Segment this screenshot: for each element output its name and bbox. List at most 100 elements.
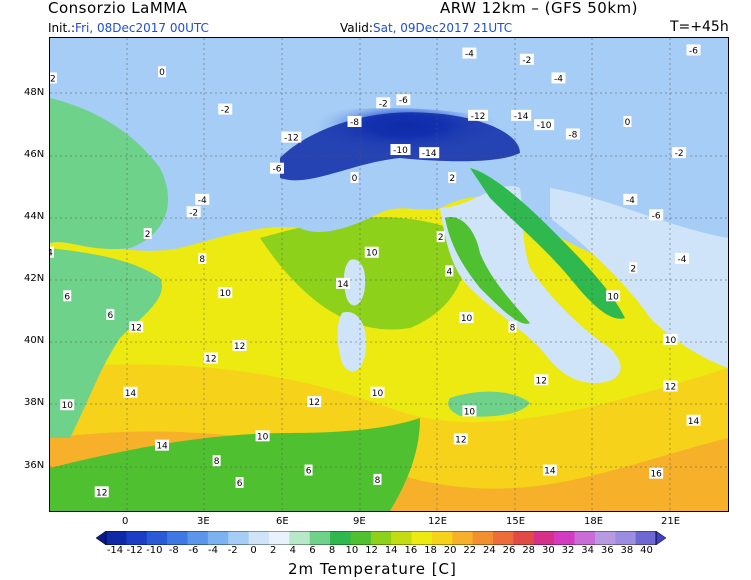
contour-label-bg	[94, 486, 109, 498]
contour-label-bg	[50, 72, 57, 84]
colorbar-max-arrow	[655, 531, 666, 545]
contour-label-bg	[203, 352, 218, 364]
contour-label: 8	[375, 476, 381, 486]
colorbar-swatch	[330, 531, 351, 545]
contour-label: 10	[257, 432, 269, 442]
contour-label: 10	[464, 407, 476, 417]
contour-label: -12	[284, 134, 299, 144]
temperature-map: 0 2 -2 -2 -6 -8 -12 -6 -10 -14 -12 -14 -10 -8 -4 -2 -4 0-…	[49, 37, 729, 512]
contour-label: 6	[64, 292, 70, 302]
contour-label: 12	[130, 323, 141, 333]
lat-label-42N: 42N	[24, 273, 45, 284]
contour-label: -6	[399, 96, 408, 106]
contour-label: 14	[688, 417, 700, 427]
colorbar-tick-label: 12	[365, 545, 378, 556]
contour-label: -4	[678, 255, 687, 265]
contour-label-bg	[373, 473, 382, 485]
colorbar-tick-label: -4	[208, 545, 219, 556]
contour-label-bg	[269, 162, 284, 174]
colorbar-tick-label: 8	[328, 545, 336, 556]
contour-label: -4	[626, 196, 635, 206]
contour-label: 14	[544, 467, 556, 477]
contour-label-bg	[63, 290, 72, 302]
colorbar-tick-label: 22	[463, 545, 477, 556]
contour-label-bg	[376, 97, 391, 109]
contour-label: -4	[554, 74, 563, 84]
colorbar-tick-label: 36	[600, 545, 614, 556]
contour-label-bg	[396, 94, 411, 106]
balkans-land	[550, 188, 728, 368]
model-title: ARW 12km – (GFS 50km)	[440, 0, 638, 17]
contour-label: -10	[537, 121, 552, 131]
colorbar-tick-label: 26	[502, 545, 516, 556]
contour-label-bg	[336, 277, 351, 289]
contour-label: -14	[514, 112, 529, 122]
colorbar-tick-label: 10	[345, 545, 359, 556]
contour-label: -2	[675, 149, 684, 159]
lon-label-6E: 6E	[276, 516, 289, 527]
contour-label: 2	[449, 174, 455, 184]
colorbar-min-arrow	[96, 531, 107, 545]
contour-label: 12	[665, 383, 676, 393]
contour-label-bg	[675, 252, 690, 264]
colorbar-tick-label: 28	[522, 545, 536, 556]
contour-label-bg	[606, 290, 621, 302]
contour-label-bg	[623, 193, 638, 205]
contour-label: 8	[199, 255, 205, 265]
contour-label-bg	[508, 321, 517, 333]
contour-label-bg	[534, 119, 555, 131]
contour-label-bg	[158, 66, 167, 78]
colorbar-swatch	[533, 531, 555, 545]
init-value: Fri, 08Dec2017 00UTC	[75, 21, 209, 35]
lat-label-48N: 48N	[24, 87, 45, 98]
contour-label: 12	[205, 355, 216, 365]
colorbar-swatch	[146, 531, 168, 545]
contour-label: -6	[652, 211, 661, 221]
contour-label-bg	[129, 321, 144, 333]
contour-label: 10	[665, 336, 677, 346]
colorbar-swatch	[126, 531, 148, 545]
contour-label-bg	[462, 47, 477, 59]
contour-label-bg	[419, 147, 440, 159]
contour-label: 6	[306, 467, 312, 477]
contour-label-bg	[218, 287, 233, 299]
north-africa	[50, 418, 420, 511]
spain-east	[50, 248, 162, 438]
colorbar-swatch	[187, 531, 209, 545]
colorbar-tick-label: 38	[620, 545, 634, 556]
contour-label: 12	[309, 398, 320, 408]
valid-label: Valid:Sat, 09Dec2017 21UTC	[340, 21, 512, 35]
contour-label: 10	[62, 401, 74, 411]
contour-label-bg	[551, 72, 566, 84]
contour-label-bg	[436, 231, 445, 243]
contour-label: 8	[510, 323, 516, 333]
lon-label-9E: 9E	[353, 516, 366, 527]
contour-label: 12	[96, 488, 107, 498]
contour-label: -12	[471, 112, 486, 122]
lon-label-15E: 15E	[506, 516, 526, 527]
contour-label-bg	[672, 147, 687, 159]
contour-label: -2	[379, 99, 388, 109]
contour-label: 10	[607, 292, 619, 302]
colorbar-swatch	[513, 531, 535, 545]
colorbar-swatch	[554, 531, 576, 545]
init-label: Init.:Fri, 08Dec2017 00UTC	[48, 21, 209, 35]
contour-label: 8	[214, 457, 220, 467]
contour-label-bg	[459, 312, 474, 324]
contour-label-bg	[623, 116, 632, 128]
contour-label-bg	[235, 476, 244, 488]
contour-label: 16	[650, 470, 662, 480]
colorbar-frame	[105, 531, 657, 545]
contour-label-bg	[350, 172, 359, 184]
lon-label-0: 0	[122, 516, 129, 527]
colorbar-tick-label: 40	[640, 545, 653, 556]
colorbar-tick-label: 6	[309, 545, 316, 556]
contour-label: 0	[625, 118, 631, 128]
lat-label-46N: 46N	[24, 149, 45, 160]
colorbar-swatch	[106, 531, 127, 545]
colorbar-swatch	[594, 531, 616, 545]
colorbar	[96, 531, 666, 545]
valid-value: Sat, 09Dec2017 21UTC	[372, 21, 513, 35]
contour-label: 10	[372, 389, 384, 399]
colorbar-swatch	[167, 531, 188, 545]
